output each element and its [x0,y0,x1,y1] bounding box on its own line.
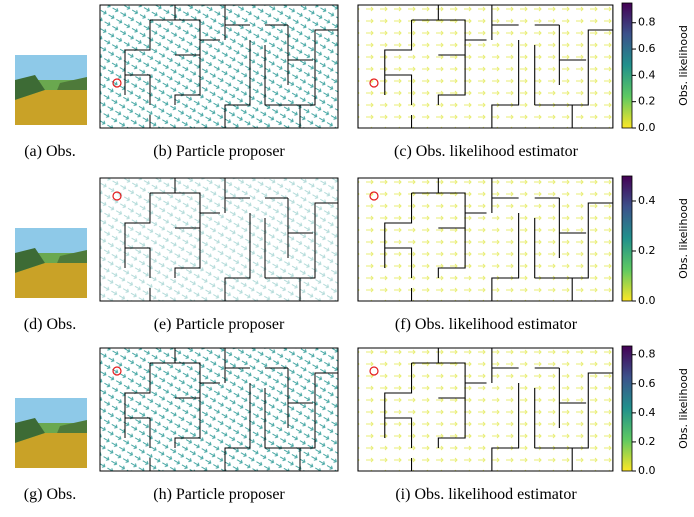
colorbar-tick-label: 0.6 [638,377,656,390]
caption: (h) Particle proposer [153,486,285,503]
figure-row: (a) Obs. (b) Particle proposer (c) Obs. li… [15,2,690,160]
true-pose [112,366,122,376]
proposer-particles [100,178,338,301]
figure-row: (d) Obs. (e) Particle proposer (f) Obs. li… [15,175,690,333]
colorbar-tick-label: 0.2 [638,95,656,108]
colorbar [621,175,633,302]
colorbar-label: Obs. likelihood [677,368,690,449]
caption: (a) Obs. [24,143,76,160]
true-pose [369,191,379,201]
colorbar [621,2,633,129]
estimator-particles [358,348,613,471]
colorbar-label: Obs. likelihood [677,198,690,279]
proposer-particles [100,348,338,471]
colorbar-tick-label: 0.8 [638,348,656,361]
caption: (c) Obs. likelihood estimator [394,143,579,160]
caption: (b) Particle proposer [153,143,285,160]
caption: (d) Obs. [24,316,76,333]
proposer-particles [100,5,338,128]
figure-row: (g) Obs. (h) Particle proposer (i) Obs. li… [15,345,690,503]
caption: (f) Obs. likelihood estimator [395,316,578,333]
colorbar [621,345,633,472]
observation-image [15,228,87,298]
colorbar-tick-label: 0.8 [638,16,656,29]
estimator-particles [358,5,613,128]
colorbar-tick-label: 0.2 [638,244,656,257]
observation-image [15,398,87,468]
colorbar-tick-label: 0.4 [638,406,656,419]
true-pose [369,366,379,376]
true-pose [112,78,122,88]
colorbar-tick-label: 0.4 [638,194,656,207]
true-pose [112,191,122,201]
estimator-particles [358,178,613,301]
observation-image [15,55,87,125]
caption: (e) Particle proposer [154,316,285,333]
caption: (i) Obs. likelihood estimator [395,486,577,503]
colorbar-tick-label: 0.6 [638,42,656,55]
figure-rows: (a) Obs. (b) Particle proposer (c) Obs. li… [15,2,690,503]
colorbar-tick-label: 0.0 [638,294,656,307]
caption: (g) Obs. [24,486,76,503]
true-pose [369,78,379,88]
colorbar-tick-label: 0.0 [638,464,656,477]
colorbar-tick-label: 0.4 [638,68,656,81]
colorbar-tick-label: 0.2 [638,435,656,448]
colorbar-tick-label: 0.0 [638,121,656,134]
colorbar-label: Obs. likelihood [677,25,690,106]
